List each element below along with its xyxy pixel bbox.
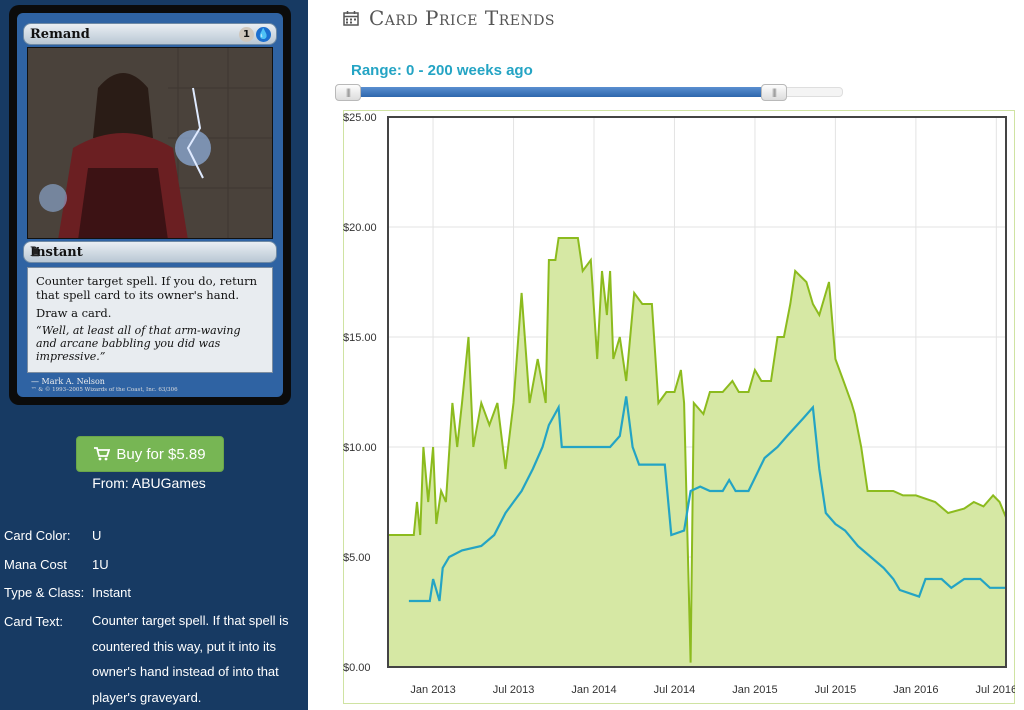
- card-detail-panel: Remand 1 💧: [0, 0, 308, 710]
- y-tick-label: $15.00: [343, 332, 377, 344]
- mana-generic-icon: 1: [239, 27, 254, 42]
- detail-value-type: Instant: [92, 585, 132, 600]
- card-textbox: Counter target spell. If you do, return …: [27, 267, 273, 373]
- x-tick-label: Jul 2016: [976, 684, 1015, 696]
- range-label: Range: 0 - 200 weeks ago: [351, 62, 533, 79]
- card-rules-line: Counter target spell. If you do, return …: [36, 274, 258, 302]
- card-artist: — Mark A. Nelson: [31, 377, 105, 386]
- cart-icon: [94, 447, 111, 461]
- calendar-icon: [343, 11, 359, 26]
- price-line-green: [388, 237, 1007, 663]
- set-symbol-icon: ♜: [30, 245, 41, 259]
- detail-label-mana: Mana Cost: [4, 557, 67, 572]
- card-frame: Remand 1 💧: [17, 13, 283, 397]
- card-artist-name: Mark A. Nelson: [41, 377, 105, 386]
- price-trends-title: Card Price Trends: [369, 6, 556, 30]
- detail-value-color: U: [92, 528, 102, 543]
- x-tick-label: Jan 2016: [893, 684, 938, 696]
- x-tick-label: Jul 2015: [815, 684, 857, 696]
- detail-label-color: Card Color:: [4, 528, 71, 543]
- mana-blue-icon: 💧: [256, 27, 271, 42]
- y-tick-label: $0.00: [343, 662, 371, 674]
- detail-label-text: Card Text:: [4, 614, 64, 629]
- detail-label-type: Type & Class:: [4, 585, 85, 600]
- card-type-bar: Instant ♜: [23, 241, 277, 263]
- x-tick-label: Jul 2014: [654, 684, 696, 696]
- card-rules-line: Draw a card.: [36, 306, 112, 320]
- x-tick-label: Jan 2013: [410, 684, 455, 696]
- vendor-label: From: ABUGames: [92, 475, 206, 491]
- y-tick-label: $5.00: [343, 552, 371, 564]
- range-slider-start-handle[interactable]: |||: [335, 84, 361, 101]
- card-copyright: ™ & © 1993–2005 Wizards of the Coast, In…: [31, 387, 178, 393]
- x-tick-label: Jul 2013: [493, 684, 535, 696]
- y-tick-label: $25.00: [343, 112, 377, 124]
- y-tick-label: $10.00: [343, 442, 377, 454]
- detail-value-mana: 1U: [92, 557, 109, 572]
- buy-button-label: Buy for $5.89: [116, 445, 206, 463]
- x-tick-label: Jan 2015: [732, 684, 777, 696]
- price-chart: $0.00 $5.00 $10.00 $15.00 $20.00 $25.00 Jan 2…: [343, 110, 1015, 704]
- card-name: Remand: [30, 27, 90, 42]
- x-tick-label: Jan 2014: [571, 684, 616, 696]
- card-flavor-text: “Well, at least all of that arm-waving a…: [36, 324, 241, 363]
- card-image: Remand 1 💧: [9, 5, 291, 405]
- card-type-line: Instant: [30, 245, 83, 260]
- buy-button[interactable]: Buy for $5.89: [76, 436, 224, 472]
- card-title-bar: Remand 1 💧: [23, 23, 277, 45]
- range-slider-selection: [346, 87, 774, 97]
- price-line-blue: [408, 396, 1006, 603]
- price-trends-heading: Card Price Trends: [343, 6, 555, 30]
- price-area-fill: [388, 238, 1006, 667]
- range-slider-end-handle[interactable]: |||: [761, 84, 787, 101]
- card-artwork: [27, 47, 273, 239]
- y-tick-label: $20.00: [343, 222, 377, 234]
- detail-value-text: Counter target spell. If that spell is c…: [92, 613, 289, 705]
